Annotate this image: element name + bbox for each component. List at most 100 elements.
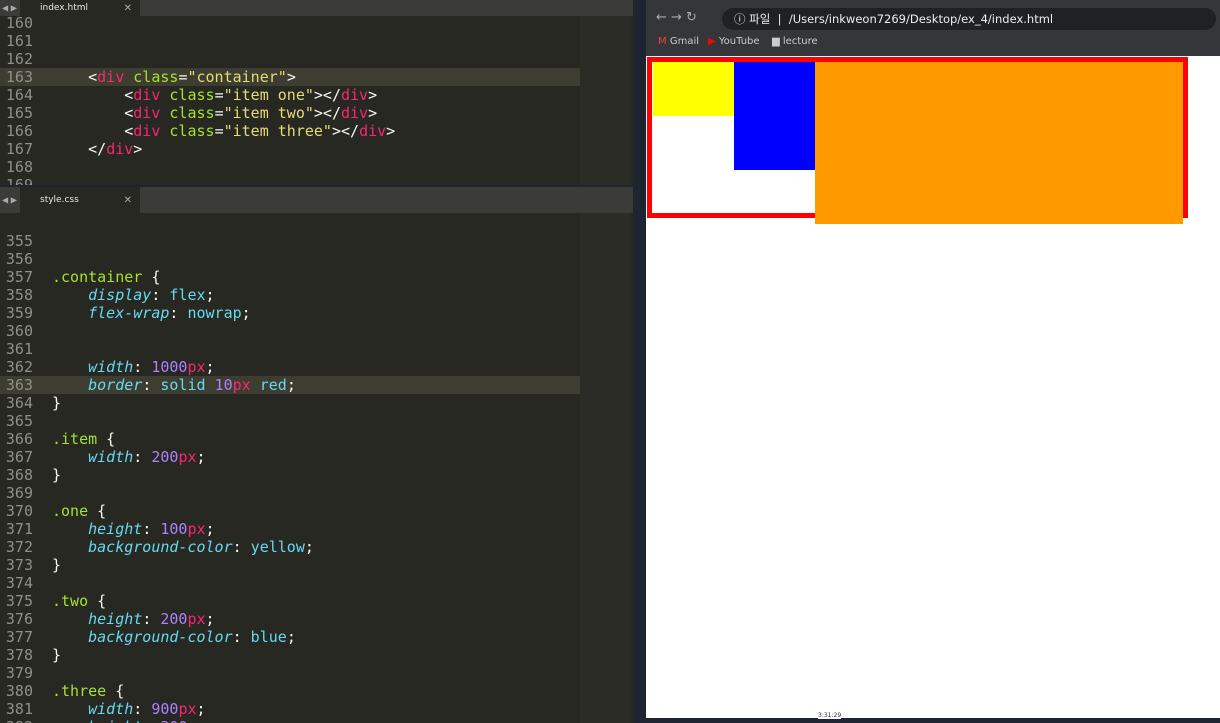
line-number: 373 (5, 556, 33, 574)
code-token: "item one" (223, 86, 314, 104)
line-number: 357 (5, 268, 33, 286)
code-token: > (286, 68, 296, 86)
url: /Users/inkweon7269/Desktop/ex_4/index.ht… (788, 12, 1054, 26)
editor-bottom: ◀ ▶ style.css ✕ 355 356 357 .container {358 … (0, 187, 633, 723)
code-line: 162 (0, 50, 580, 68)
line-number: 372 (5, 538, 33, 556)
code-text: .container { (52, 268, 160, 286)
tab-close[interactable]: ✕ (123, 2, 132, 14)
code-token: : (151, 286, 161, 304)
code-text: .three { (52, 682, 124, 700)
code-token: "item two" (223, 104, 314, 122)
item-three (815, 62, 1183, 224)
code-token: 300 (160, 718, 187, 723)
code-token: height (52, 520, 143, 538)
code-token: div (341, 104, 369, 122)
code-token: < (52, 86, 134, 104)
tab-arrows[interactable]: ◀ ▶ (2, 3, 17, 13)
code-text: width: 1000px; (52, 358, 214, 376)
code-token: div (106, 140, 134, 158)
bookmark[interactable]: ▆ lecture (772, 36, 818, 47)
address-bar[interactable]: ⓘ 파일 | /Users/inkweon7269/Desktop/ex_4/i… (722, 8, 1216, 30)
code-area: 355 356 357 .container {358 display: flex; 3… (0, 232, 580, 723)
code-line: 381 width: 900px; (0, 700, 580, 718)
code-text: flex-wrap: nowrap; (52, 304, 251, 322)
code-token: 1000 (151, 358, 188, 376)
code-line: 360 (0, 322, 580, 340)
code-token: .two (52, 592, 89, 610)
code-token: ; (286, 376, 296, 394)
code-text: .two { (52, 592, 106, 610)
code-token: ; (205, 610, 215, 628)
tab-arrows[interactable]: ◀ ▶ (2, 195, 17, 205)
tab[interactable]: index.html ✕ (20, 0, 140, 16)
line-number: 375 (5, 592, 33, 610)
code-line: 355 (0, 232, 580, 250)
line-number: 379 (5, 664, 33, 682)
code-token: ; (241, 304, 251, 322)
code-text: <div class="item three"></div> (52, 122, 395, 140)
code-token: 900 (151, 700, 179, 718)
code-token: > (133, 140, 143, 158)
code-token: : (133, 448, 152, 466)
code-line: 169 (0, 176, 580, 185)
code-token: > (368, 104, 378, 122)
line-number: 359 (5, 304, 33, 322)
tab-close[interactable]: ✕ (123, 194, 132, 206)
code-token: px (187, 718, 205, 723)
code-token: { (106, 682, 125, 700)
code-token: background-color (52, 628, 233, 646)
code-line: 163 <div class="container"> (0, 68, 580, 86)
code-token: 200 (160, 610, 188, 628)
code-token: border (52, 376, 143, 394)
line-number: 161 (5, 32, 33, 50)
line-number: 356 (5, 250, 33, 268)
code-token: div (97, 68, 125, 86)
line-number: 365 (5, 412, 33, 430)
code-token: .three (52, 682, 107, 700)
nav-buttons[interactable]: ← → ↻ (656, 10, 697, 25)
code-token: blue (241, 628, 287, 646)
line-number: 368 (5, 466, 33, 484)
bookmark[interactable]: ▶ YouTube (708, 36, 760, 47)
item-two (734, 62, 816, 170)
line-number: 164 (5, 86, 33, 104)
item-one (653, 62, 735, 116)
code-line: 161 (0, 32, 580, 50)
code-token: > (386, 122, 396, 140)
code-token: ; (206, 718, 215, 723)
code-token: px (178, 700, 197, 718)
code-line: 365 (0, 412, 580, 430)
code-token: width (52, 448, 134, 466)
code-token: .container (52, 268, 143, 286)
code-token: class (169, 104, 215, 122)
code-line: 367 width: 200px; (0, 448, 580, 466)
tab[interactable]: style.css ✕ (20, 187, 140, 213)
browser-toolbar: ← → ↻ ⓘ 파일 | /Users/inkweon7269/Desktop/… (646, 0, 1220, 56)
line-number: 371 (5, 520, 33, 538)
line-number: 376 (5, 610, 33, 628)
bookmark[interactable]: M Gmail (658, 36, 700, 47)
line-number: 381 (5, 700, 33, 718)
code-text: width: 900px; (52, 700, 205, 718)
editor-top: ◀ ▶ index.html ✕ 160 161 162 163 <div class=… (0, 0, 633, 185)
code-token: px (232, 376, 251, 394)
code-text: .one { (52, 502, 106, 520)
code-token: ; (196, 448, 206, 466)
code-token: width (52, 700, 134, 718)
code-line: 374 (0, 574, 580, 592)
line-number: 165 (5, 104, 33, 122)
line-number: 168 (5, 158, 33, 176)
code-token: > (368, 86, 378, 104)
code-token: : (142, 610, 161, 628)
code-token: </ (52, 140, 107, 158)
line-number: 363 (5, 376, 33, 394)
code-token: { (88, 502, 107, 520)
browser: ← → ↻ ⓘ 파일 | /Users/inkweon7269/Desktop/… (646, 0, 1220, 718)
code-text: .item { (52, 430, 115, 448)
code-token: "item three" (223, 122, 332, 140)
code-line: 165 <div class="item two"></div> (0, 104, 580, 122)
code-token: } (52, 646, 62, 664)
code-text: border: solid 10px red; (52, 376, 296, 394)
